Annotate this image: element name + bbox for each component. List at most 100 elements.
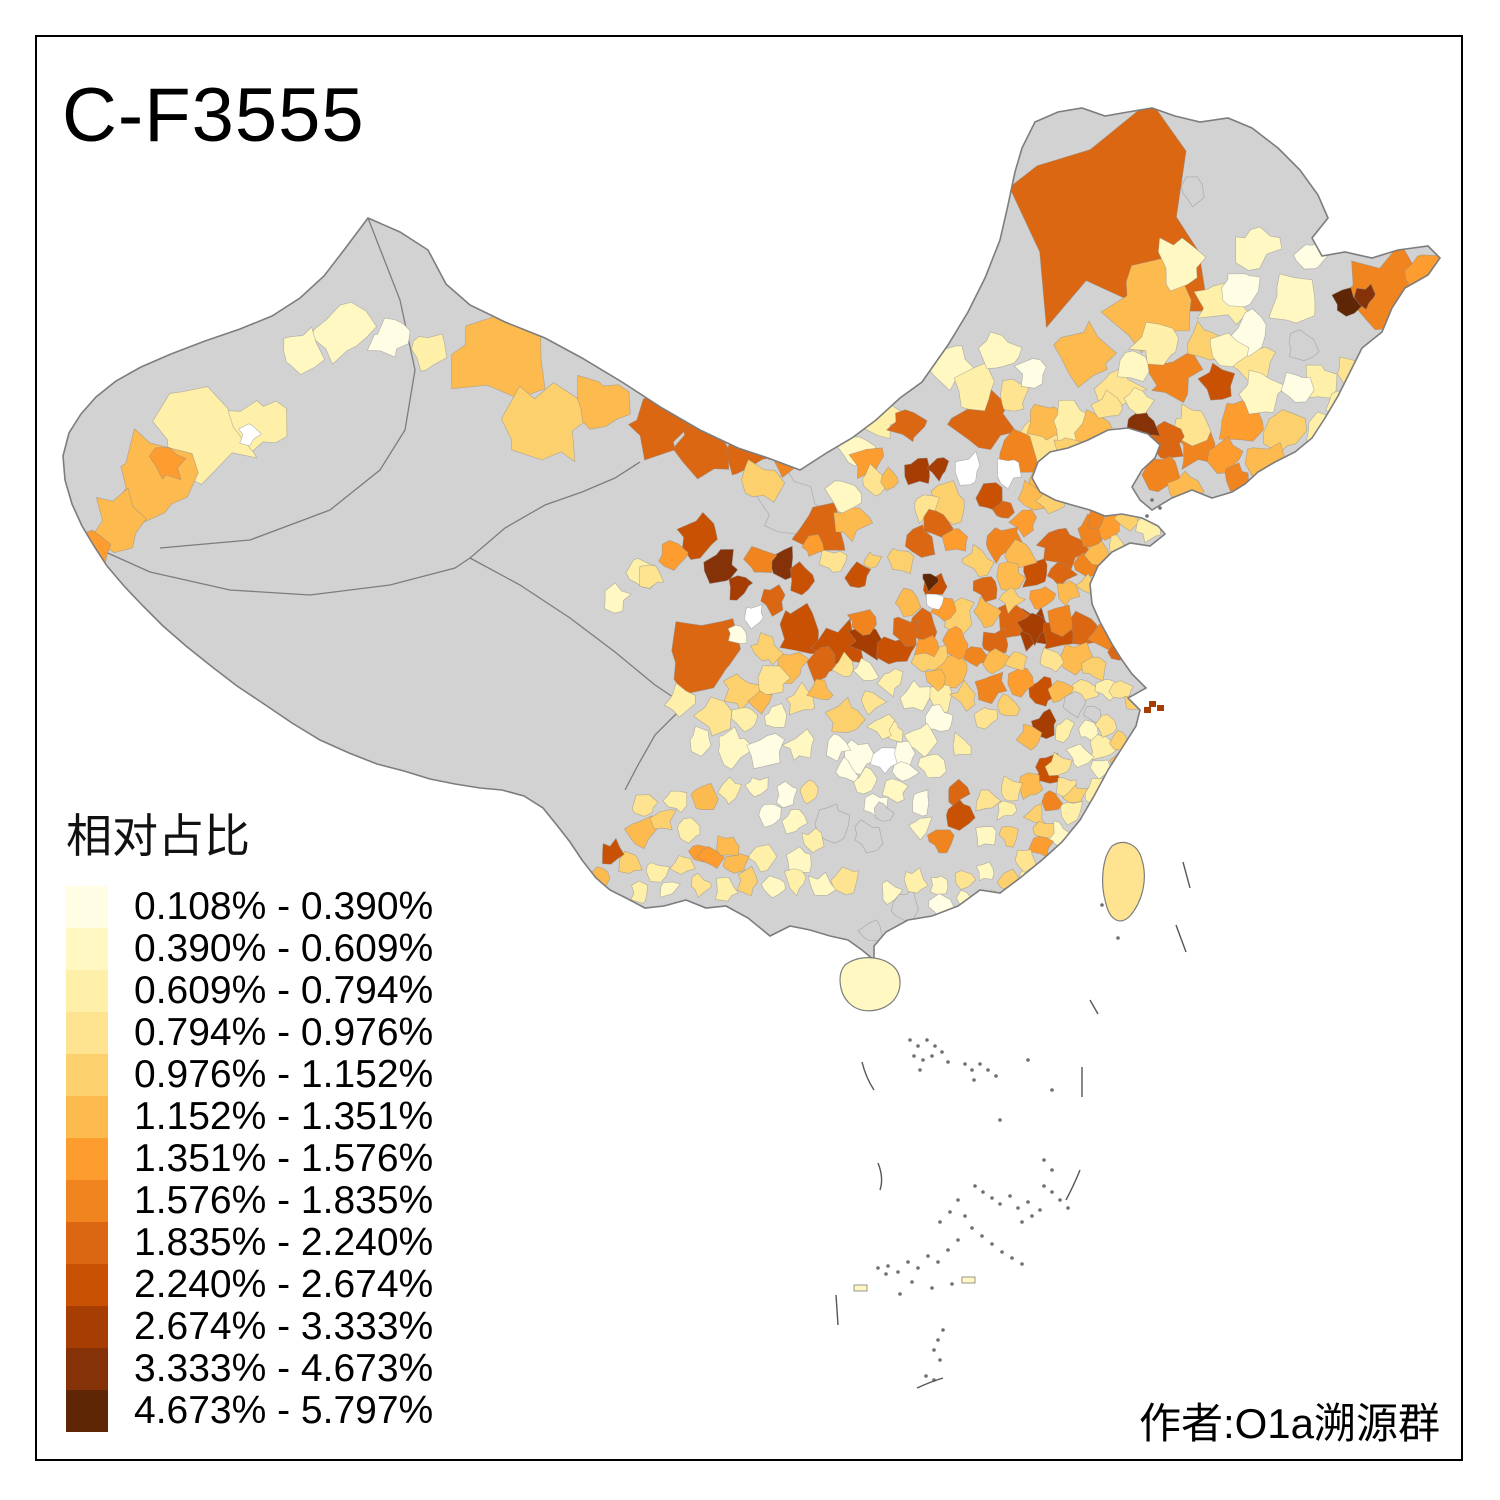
- prefecture-cell: [501, 382, 597, 463]
- prefecture-cell: [1094, 714, 1118, 738]
- prefecture-cell: [1016, 612, 1048, 647]
- prefecture-cell: [1052, 855, 1068, 872]
- islet-dot: [941, 1328, 945, 1332]
- prefecture-cell: [996, 458, 1022, 490]
- prefecture-cell: [972, 576, 998, 603]
- islet-dot: [1000, 1250, 1004, 1254]
- prefecture-cell: [779, 602, 819, 655]
- prefecture-cell: [1065, 743, 1095, 768]
- prefecture-cell: [764, 703, 787, 728]
- prefecture-cell: [744, 776, 769, 798]
- islet-dot: [981, 1190, 985, 1194]
- islet-dot: [956, 1198, 960, 1202]
- prefecture-cell: [618, 850, 643, 874]
- prefecture-cell: [309, 301, 378, 365]
- china-border-outline: [62, 107, 1442, 962]
- prefecture-cell: [952, 731, 972, 756]
- prefecture-cell: [696, 846, 725, 869]
- prefecture-cell: [799, 779, 819, 805]
- islet-dot: [1050, 1168, 1054, 1172]
- islet-dot: [886, 1264, 890, 1268]
- prefecture-cell: [945, 792, 976, 831]
- prefecture-cell: [873, 801, 895, 822]
- prefecture-cell: [1000, 775, 1023, 802]
- prefecture-cell: [975, 826, 997, 848]
- legend-class-label: 0.609% - 0.794%: [134, 969, 434, 1012]
- islet-dot: [1100, 903, 1104, 907]
- prefecture-cell: [912, 789, 930, 817]
- prefecture-cell: [998, 825, 1019, 848]
- prefecture-cell: [982, 647, 1012, 675]
- page-title: C-F3555: [62, 73, 365, 158]
- prefecture-cell: [917, 753, 947, 779]
- prefecture-cell: [807, 871, 837, 896]
- prefecture-cell: [904, 524, 936, 558]
- islet-dot: [938, 1358, 942, 1362]
- prefecture-cell: [977, 331, 1023, 370]
- prefecture-cell: [880, 466, 899, 492]
- prefecture-cell: [824, 696, 866, 733]
- prefecture-cell: [814, 803, 851, 844]
- prefecture-cell: [974, 671, 1008, 705]
- prefecture-cell: [703, 549, 739, 584]
- legend-row: 1.835% - 2.240%: [66, 1221, 433, 1264]
- prefecture-cell: [577, 374, 631, 430]
- prefecture-cell: [238, 423, 263, 447]
- islet-dot: [936, 1260, 940, 1264]
- prefecture-cell: [714, 876, 739, 902]
- prefecture-cell: [899, 679, 931, 712]
- sea-boundary-dash: [916, 1377, 944, 1389]
- islet-dot: [1042, 1184, 1046, 1188]
- islet-dot: [916, 1266, 920, 1270]
- prefecture-cell: [1063, 690, 1087, 719]
- prefecture-cell: [1280, 371, 1315, 403]
- legend-swatch: [66, 1390, 108, 1432]
- prefecture-cell: [1322, 439, 1355, 469]
- prefecture-cell: [854, 819, 884, 854]
- prefecture-cell: [806, 678, 834, 700]
- prefecture-cell: [941, 528, 968, 552]
- prefecture-cell: [857, 919, 883, 942]
- prefecture-cell: [847, 626, 885, 662]
- prefecture-cell: [747, 690, 773, 715]
- prefecture-cell: [669, 855, 696, 875]
- prefecture-cell: [1262, 409, 1308, 454]
- islet-dot: [918, 1068, 922, 1072]
- prefecture-cell: [743, 546, 778, 573]
- hainan-island: [839, 957, 901, 1012]
- islet-dot: [924, 1374, 928, 1378]
- zhoushan-islet: [1157, 705, 1164, 711]
- prefecture-cell: [1044, 751, 1073, 777]
- prefecture-cell: [797, 403, 838, 455]
- legend-row: 4.673% - 5.797%: [66, 1389, 433, 1432]
- legend-class-label: 0.108% - 0.390%: [134, 885, 434, 928]
- prefecture-cell: [717, 776, 743, 805]
- prefecture-cell: [885, 409, 928, 443]
- islet-dot: [925, 1038, 929, 1042]
- prefecture-cell: [1235, 226, 1283, 271]
- prefecture-cell: [1061, 784, 1089, 803]
- prefecture-cell: [283, 326, 326, 375]
- prefecture-cell: [1117, 350, 1150, 383]
- sea-boundary-dash: [877, 1162, 883, 1191]
- prefecture-cell: [1014, 849, 1037, 873]
- islet-dot: [970, 1226, 974, 1230]
- prefecture-cell: [730, 706, 759, 733]
- prefecture-cell: [876, 668, 904, 698]
- prefecture-cell: [646, 862, 671, 883]
- prefecture-cell: [844, 561, 872, 589]
- prefecture-cell: [602, 837, 625, 865]
- islet-dot: [986, 1068, 990, 1072]
- islet-dot: [1038, 1208, 1042, 1212]
- prefecture-cell: [924, 703, 954, 733]
- prefecture-cell: [894, 587, 922, 618]
- prefecture-cell: [926, 829, 955, 854]
- islet-dot: [946, 1060, 950, 1064]
- prefecture-cell: [1046, 858, 1066, 885]
- prefecture-cell: [758, 803, 782, 828]
- prefecture-cell: [846, 609, 877, 636]
- legend-swatch: [66, 1096, 108, 1138]
- prefecture-cell: [1340, 418, 1362, 446]
- legend-swatch: [66, 886, 108, 928]
- prefecture-cell: [924, 668, 946, 692]
